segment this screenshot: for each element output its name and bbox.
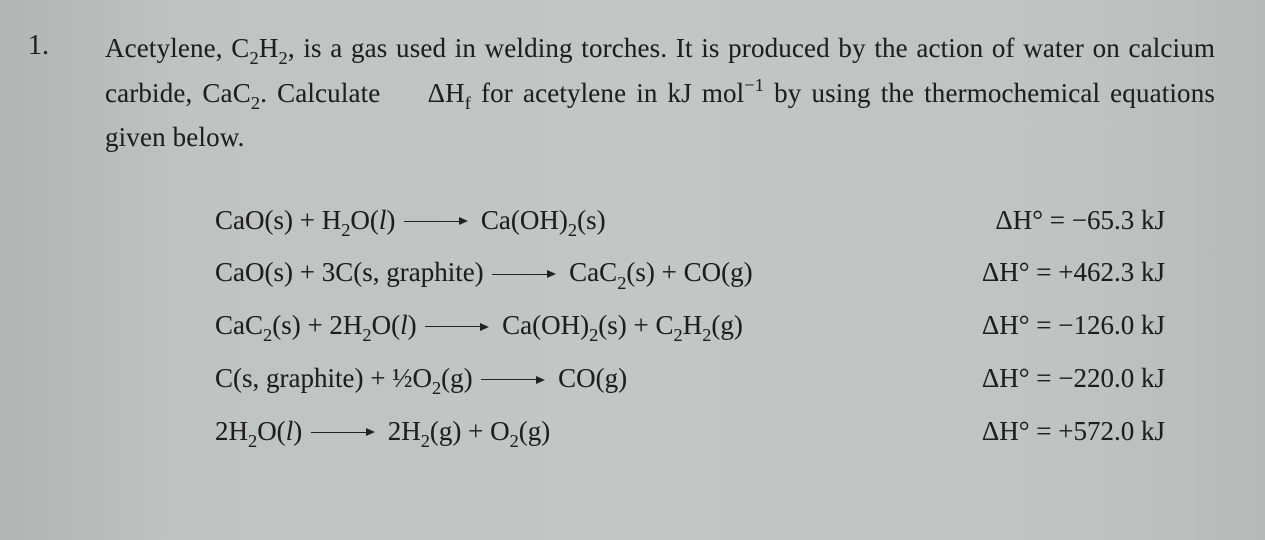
equation-lhs: CaC2(s) + 2H2O(l) Ca(OH)2(s) + C2H2(g) xyxy=(215,312,743,344)
eq-text: (s) + 2H xyxy=(272,310,362,340)
eq-text: O( xyxy=(350,205,379,235)
subscript: 2 xyxy=(341,220,350,240)
subscript: 2 xyxy=(251,93,260,113)
arrow-line xyxy=(311,432,367,433)
italic-l: l xyxy=(400,310,408,340)
worksheet-page: energy cycle method 1. Acetylene, C2H2, … xyxy=(0,0,1265,540)
reaction-arrow-icon xyxy=(490,259,562,286)
eq-text: (s) + C xyxy=(598,310,673,340)
subscript: 2 xyxy=(248,431,257,451)
body-seg-2: H xyxy=(259,33,279,63)
dh-label: ΔH° = xyxy=(982,416,1058,446)
question-number: 1. xyxy=(28,30,49,62)
subscript: 2 xyxy=(702,325,711,345)
dh-label: ΔH° = xyxy=(982,257,1058,287)
equation-lhs: CaO(s) + H2O(l) Ca(OH)2(s) xyxy=(215,207,606,239)
dh-value: +462.3 kJ xyxy=(1058,257,1165,287)
eq-text: ) xyxy=(408,310,417,340)
dh-value: −65.3 kJ xyxy=(1072,205,1165,235)
eq-text: 2H xyxy=(215,416,248,446)
eq-text: CaC xyxy=(215,310,263,340)
reaction-arrow-icon xyxy=(402,207,474,234)
equation-list: CaO(s) + H2O(l) Ca(OH)2(s) ΔH° = −65.3 k… xyxy=(215,207,1165,450)
body-seg-1: Acetylene, C xyxy=(105,33,249,63)
eq-text: ) xyxy=(386,205,395,235)
eq-text: C(s, graphite) + ½O xyxy=(215,363,432,393)
arrow-head-icon xyxy=(459,217,468,225)
arrow-line xyxy=(404,221,460,222)
equation-enthalpy: ΔH° = −126.0 kJ xyxy=(935,312,1165,339)
eq-text: (s) xyxy=(577,205,606,235)
arrow-head-icon xyxy=(536,376,545,384)
subscript-f: f xyxy=(465,93,471,113)
subscript: 2 xyxy=(589,325,598,345)
equation-row: C(s, graphite) + ½O2(g) CO(g) ΔH° = −220… xyxy=(215,365,1165,397)
dh-label: ΔH° = xyxy=(982,310,1058,340)
body-seg-4: . Calculate ΔH xyxy=(260,78,465,108)
eq-text: (g) xyxy=(711,310,742,340)
subscript: 2 xyxy=(510,431,519,451)
subscript: 2 xyxy=(617,273,626,293)
subscript: 2 xyxy=(249,48,258,68)
eq-text: CO(g) xyxy=(558,363,627,393)
reaction-arrow-icon xyxy=(309,418,381,445)
equation-row: CaO(s) + 3C(s, graphite) CaC2(s) + CO(g)… xyxy=(215,259,1165,291)
arrow-head-icon xyxy=(480,323,489,331)
question-body: Acetylene, C2H2, is a gas used in weldin… xyxy=(105,28,1215,159)
equation-enthalpy: ΔH° = +572.0 kJ xyxy=(935,418,1165,445)
dh-value: +572.0 kJ xyxy=(1058,416,1165,446)
eq-text: (g) xyxy=(441,363,472,393)
reaction-arrow-icon xyxy=(479,365,551,392)
arrow-head-icon xyxy=(547,270,556,278)
subscript: 2 xyxy=(421,431,430,451)
subscript: 2 xyxy=(674,325,683,345)
arrow-head-icon xyxy=(366,428,375,436)
eq-text: O( xyxy=(257,416,286,446)
arrow-line xyxy=(481,379,537,380)
superscript-neg1: −1 xyxy=(744,75,764,95)
equation-enthalpy: ΔH° = −65.3 kJ xyxy=(935,207,1165,234)
arrow-line xyxy=(425,326,481,327)
equation-lhs: CaO(s) + 3C(s, graphite) CaC2(s) + CO(g) xyxy=(215,259,753,291)
dh-value: −220.0 kJ xyxy=(1058,363,1165,393)
equation-enthalpy: ΔH° = +462.3 kJ xyxy=(935,259,1165,286)
reaction-arrow-icon xyxy=(423,312,495,339)
dh-value: −126.0 kJ xyxy=(1058,310,1165,340)
equation-enthalpy: ΔH° = −220.0 kJ xyxy=(935,365,1165,392)
eq-text: Ca(OH) xyxy=(481,205,568,235)
eq-text: H xyxy=(683,310,703,340)
eq-text: (g) xyxy=(519,416,550,446)
equation-lhs: C(s, graphite) + ½O2(g) CO(g) xyxy=(215,365,627,397)
subscript: 2 xyxy=(432,378,441,398)
equation-lhs: 2H2O(l) 2H2(g) + O2(g) xyxy=(215,418,550,450)
equation-row: CaO(s) + H2O(l) Ca(OH)2(s) ΔH° = −65.3 k… xyxy=(215,207,1165,239)
eq-text: CaO(s) + H xyxy=(215,205,341,235)
arrow-line xyxy=(492,274,548,275)
subscript: 2 xyxy=(568,220,577,240)
eq-text: (g) + O xyxy=(430,416,510,446)
subscript: 2 xyxy=(362,325,371,345)
eq-text: ) xyxy=(293,416,302,446)
eq-text: CaO(s) + 3C(s, graphite) xyxy=(215,257,484,287)
eq-text: Ca(OH) xyxy=(502,310,589,340)
eq-text: (s) + CO(g) xyxy=(626,257,752,287)
body-seg-5: for acetylene in kJ mol xyxy=(471,78,744,108)
equation-row: 2H2O(l) 2H2(g) + O2(g) ΔH° = +572.0 kJ xyxy=(215,418,1165,450)
eq-text: CaC xyxy=(569,257,617,287)
equation-row: CaC2(s) + 2H2O(l) Ca(OH)2(s) + C2H2(g) Δ… xyxy=(215,312,1165,344)
subscript: 2 xyxy=(263,325,272,345)
dh-label: ΔH° = xyxy=(995,205,1071,235)
subscript: 2 xyxy=(278,48,287,68)
eq-text: O( xyxy=(372,310,401,340)
dh-label: ΔH° = xyxy=(982,363,1058,393)
eq-text: 2H xyxy=(388,416,421,446)
